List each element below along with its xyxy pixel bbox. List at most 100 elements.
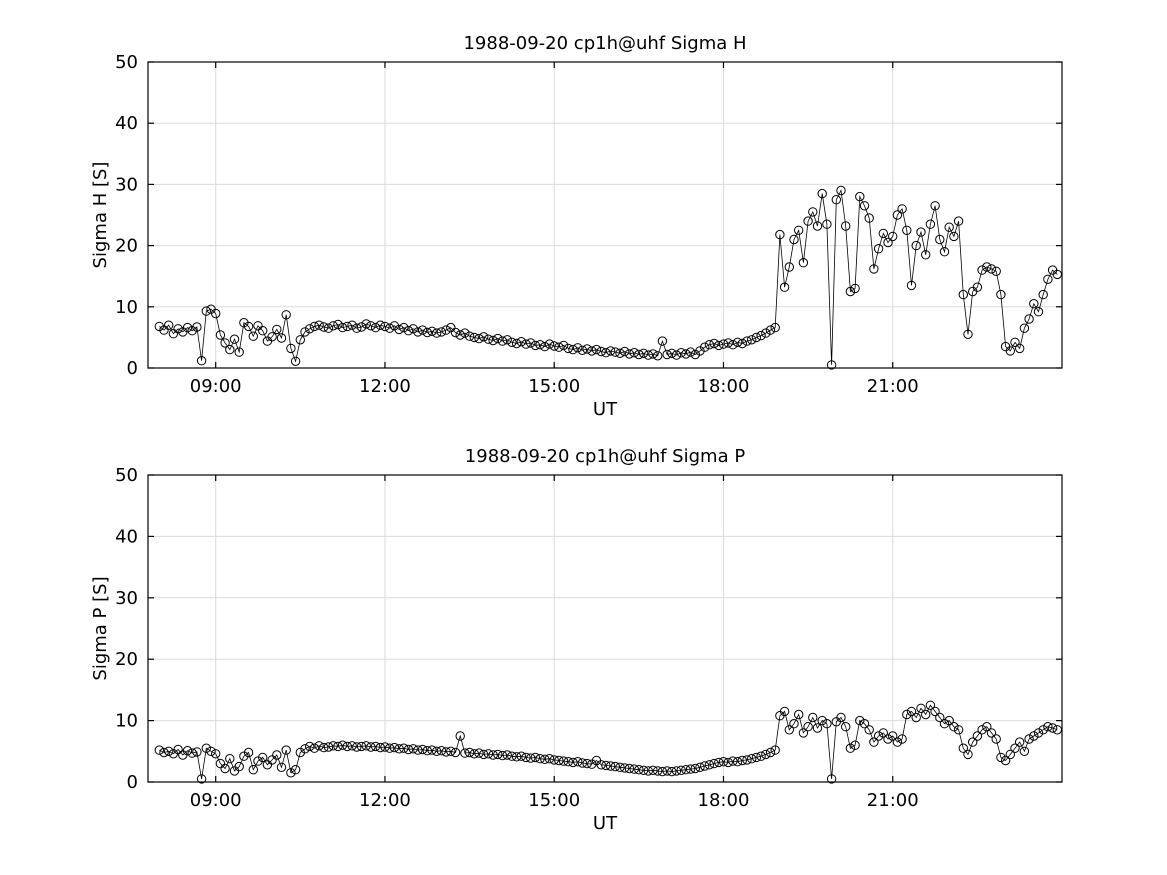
data-marker bbox=[361, 741, 371, 751]
data-marker bbox=[220, 338, 230, 348]
data-marker bbox=[1019, 323, 1030, 333]
data-marker bbox=[803, 722, 813, 732]
data-marker bbox=[474, 748, 484, 758]
data-marker bbox=[309, 743, 320, 753]
data-marker bbox=[930, 706, 940, 717]
data-marker bbox=[267, 332, 277, 342]
data-marker bbox=[700, 342, 710, 352]
data-marker bbox=[544, 339, 555, 349]
data-marker bbox=[798, 728, 809, 738]
data-marker bbox=[497, 750, 508, 761]
data-marker bbox=[432, 328, 442, 338]
data-marker bbox=[648, 765, 658, 775]
data-marker bbox=[549, 755, 559, 765]
data-marker bbox=[248, 765, 259, 775]
data-marker bbox=[751, 752, 762, 763]
data-marker bbox=[671, 350, 682, 360]
data-marker bbox=[544, 754, 555, 764]
data-marker bbox=[450, 327, 461, 338]
data-marker bbox=[770, 745, 780, 755]
data-marker bbox=[596, 760, 606, 770]
data-marker bbox=[671, 766, 682, 776]
data-marker bbox=[685, 764, 696, 774]
data-marker bbox=[455, 330, 465, 340]
data-marker bbox=[1043, 274, 1053, 284]
data-marker bbox=[864, 725, 874, 735]
tick-marks bbox=[148, 474, 1062, 783]
data-marker bbox=[441, 325, 451, 335]
data-marker bbox=[634, 349, 644, 360]
data-marker bbox=[352, 742, 362, 752]
data-marker bbox=[154, 745, 165, 755]
data-marker bbox=[676, 348, 686, 358]
data-marker bbox=[577, 345, 588, 355]
data-marker bbox=[1047, 723, 1058, 733]
data-marker bbox=[558, 340, 569, 351]
data-marker bbox=[342, 321, 352, 332]
y-tick-label: 10 bbox=[115, 711, 138, 732]
data-marker bbox=[220, 763, 230, 774]
data-series bbox=[154, 700, 1063, 784]
data-marker bbox=[1024, 314, 1034, 324]
data-marker bbox=[511, 752, 522, 762]
data-marker bbox=[229, 334, 240, 344]
data-marker bbox=[173, 744, 183, 755]
data-marker bbox=[540, 341, 550, 352]
data-marker bbox=[168, 329, 179, 339]
data-marker bbox=[737, 755, 747, 766]
data-marker bbox=[883, 237, 893, 248]
data-marker bbox=[394, 324, 404, 335]
data-marker bbox=[375, 320, 385, 330]
data-marker bbox=[516, 751, 526, 761]
data-marker bbox=[182, 746, 193, 756]
data-marker bbox=[615, 762, 625, 772]
data-marker bbox=[1033, 728, 1044, 738]
data-marker bbox=[756, 330, 766, 341]
data-marker bbox=[493, 749, 503, 760]
data-marker bbox=[756, 751, 766, 761]
data-marker bbox=[747, 335, 757, 345]
data-marker bbox=[939, 719, 950, 729]
y-tick-label: 10 bbox=[115, 297, 138, 318]
data-marker bbox=[385, 743, 395, 753]
data-marker bbox=[859, 201, 870, 211]
data-marker bbox=[347, 320, 357, 330]
data-marker bbox=[826, 360, 837, 370]
data-marker bbox=[812, 723, 823, 733]
data-marker bbox=[728, 756, 738, 766]
data-marker bbox=[394, 744, 404, 754]
data-marker bbox=[582, 758, 592, 769]
data-marker bbox=[601, 348, 611, 358]
data-marker bbox=[399, 743, 409, 753]
data-marker bbox=[620, 346, 630, 357]
data-marker bbox=[300, 744, 310, 754]
data-marker bbox=[385, 323, 395, 333]
data-marker bbox=[502, 335, 512, 345]
data-marker bbox=[765, 325, 776, 335]
data-marker bbox=[761, 328, 771, 338]
data-marker bbox=[883, 734, 893, 744]
data-marker bbox=[653, 351, 663, 361]
data-marker bbox=[328, 321, 338, 331]
x-tick-label: 09:00 bbox=[190, 376, 242, 397]
data-marker bbox=[845, 743, 856, 753]
data-marker bbox=[248, 331, 259, 341]
data-marker bbox=[714, 340, 724, 351]
data-marker bbox=[770, 322, 780, 333]
data-marker bbox=[234, 347, 244, 357]
data-marker bbox=[413, 745, 423, 755]
data-marker bbox=[535, 754, 545, 764]
data-marker bbox=[276, 762, 287, 772]
data-marker bbox=[1010, 337, 1020, 347]
data-marker bbox=[295, 335, 305, 345]
data-marker bbox=[935, 234, 945, 245]
data-marker bbox=[258, 752, 268, 763]
data-marker bbox=[676, 765, 686, 775]
data-marker bbox=[921, 250, 931, 260]
data-marker bbox=[488, 750, 498, 760]
data-marker bbox=[911, 240, 921, 251]
y-tick-label: 40 bbox=[115, 113, 138, 134]
data-marker bbox=[159, 747, 169, 758]
